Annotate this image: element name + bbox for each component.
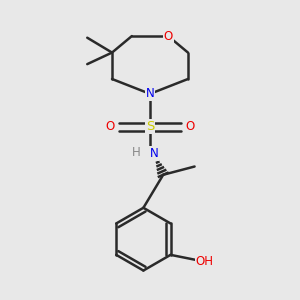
Text: N: N — [150, 147, 158, 160]
Text: O: O — [185, 120, 194, 134]
Text: O: O — [106, 120, 115, 134]
Text: OH: OH — [196, 255, 214, 268]
Text: O: O — [164, 30, 173, 43]
Text: H: H — [132, 146, 140, 159]
Text: S: S — [146, 120, 154, 134]
Text: N: N — [146, 87, 154, 101]
